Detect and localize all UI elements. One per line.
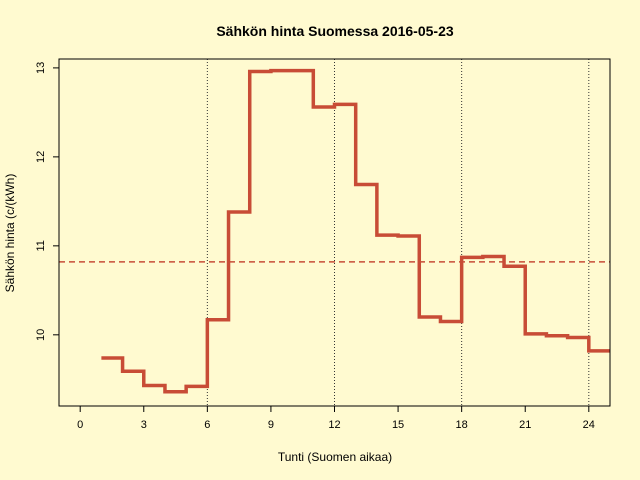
x-axis-label: Tunti (Suomen aikaa) [278, 450, 392, 464]
series-line-0 [101, 68, 610, 394]
series-group [101, 68, 610, 394]
x-tick-label: 6 [204, 419, 210, 431]
y-axis-label: Sähkön hinta (c/(kWh) [3, 174, 17, 293]
y-tick-label: 12 [35, 151, 47, 163]
x-tick-label: 12 [328, 419, 340, 431]
x-tick-label: 9 [268, 419, 274, 431]
y-tick-label: 10 [35, 329, 47, 341]
x-axis: 0 3 6 9 12 15 18 21 24 [77, 406, 595, 431]
x-tick-label: 24 [583, 419, 595, 431]
x-tick-label: 21 [519, 419, 531, 431]
vertical-reference-lines [206, 59, 590, 406]
y-tick-label: 13 [35, 62, 47, 74]
x-tick-label: 15 [392, 419, 404, 431]
x-tick-label: 3 [141, 419, 147, 431]
x-tick-label: 0 [77, 419, 83, 431]
x-tick-label: 18 [456, 419, 468, 431]
y-tick-label: 11 [35, 240, 47, 251]
y-axis: 10 11 12 13 [35, 62, 59, 341]
chart-title: Sähkön hinta Suomessa 2016-05-23 [216, 23, 454, 39]
